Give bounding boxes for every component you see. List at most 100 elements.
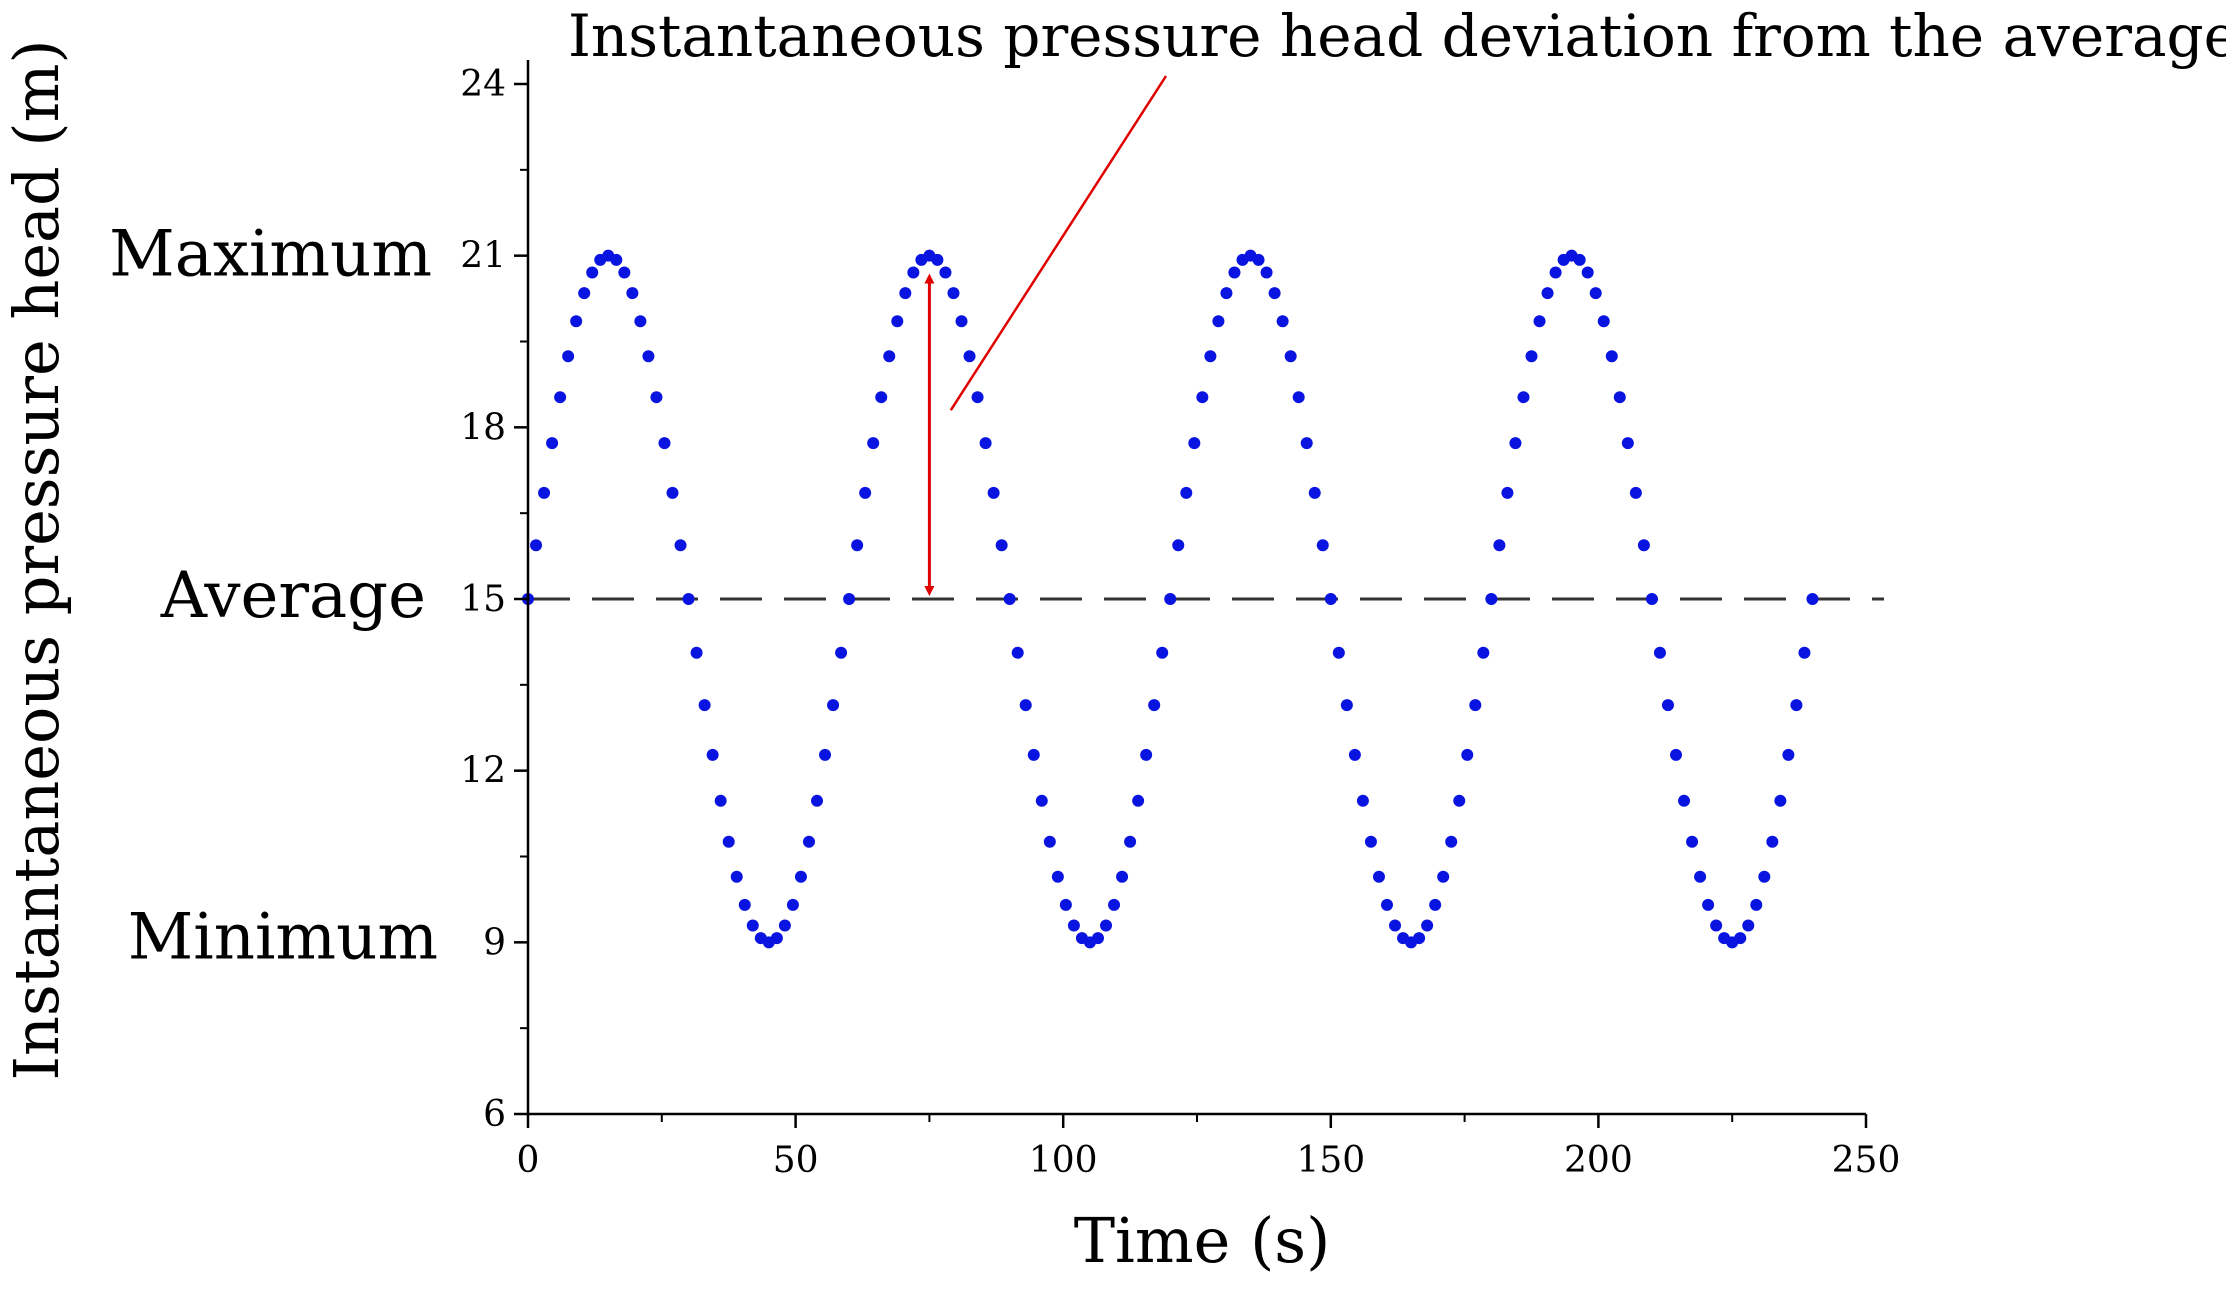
data-point — [1461, 748, 1474, 761]
data-point — [1645, 593, 1658, 605]
data-point — [1798, 646, 1811, 659]
data-point — [1059, 898, 1072, 911]
ticks: 6 9 12 15 18 21 24 0 50 100 150 200 250 — [460, 64, 1900, 1181]
annotations — [924, 75, 1168, 596]
data-point — [1380, 898, 1393, 911]
data-point — [1003, 593, 1016, 605]
y-tick-label: 15 — [460, 579, 506, 620]
data-point — [931, 253, 944, 266]
data-point — [1742, 919, 1755, 932]
data-point — [947, 287, 960, 300]
data-point — [1116, 870, 1129, 883]
data-point — [1453, 794, 1466, 807]
data-point — [1011, 646, 1024, 659]
data-point — [1421, 919, 1434, 932]
data-point — [1525, 350, 1538, 363]
data-point — [1493, 539, 1506, 552]
data-point — [1124, 835, 1137, 848]
data-point — [1172, 539, 1185, 552]
data-point — [995, 539, 1008, 552]
data-point — [1541, 287, 1554, 300]
chart-title: Instantaneous pressure head deviation fr… — [568, 2, 2226, 70]
data-point — [1067, 919, 1080, 932]
pointer-line — [949, 75, 1168, 411]
data-point — [891, 315, 904, 328]
data-point — [1019, 699, 1032, 712]
data-point — [1533, 315, 1546, 328]
data-point — [1108, 898, 1121, 911]
data-point — [1758, 870, 1771, 883]
data-point — [843, 593, 856, 605]
maximum-label: Maximum — [109, 218, 432, 292]
data-point — [963, 350, 976, 363]
data-point — [642, 350, 655, 363]
data-point — [835, 646, 848, 659]
data-point — [666, 486, 679, 499]
data-point — [907, 266, 920, 279]
data-point — [746, 919, 759, 932]
minimum-label: Minimum — [128, 900, 438, 974]
data-point — [1228, 266, 1241, 279]
data-point — [1156, 646, 1169, 659]
x-tick-label: 0 — [517, 1140, 540, 1181]
data-point — [538, 486, 551, 499]
data-point — [1340, 699, 1353, 712]
y-tick-label: 24 — [460, 64, 506, 105]
data-point — [1260, 266, 1273, 279]
data-point — [1164, 593, 1177, 605]
data-point — [1292, 391, 1305, 404]
data-point — [690, 646, 703, 659]
data-point — [1509, 437, 1522, 450]
y-tick-label: 18 — [460, 407, 506, 448]
data-point — [1774, 794, 1787, 807]
data-point — [1766, 835, 1779, 848]
data-point — [1469, 699, 1482, 712]
data-point — [1477, 646, 1490, 659]
data-point — [1252, 253, 1265, 266]
data-point — [1573, 253, 1586, 266]
data-point — [1372, 870, 1385, 883]
axes — [526, 60, 1866, 1116]
data-point — [1276, 315, 1289, 328]
x-tick-label: 200 — [1564, 1140, 1633, 1181]
data-point — [1140, 748, 1153, 761]
data-point — [1517, 391, 1530, 404]
data-point — [1581, 266, 1594, 279]
data-point — [883, 350, 896, 363]
data-point — [851, 539, 864, 552]
data-point — [1790, 699, 1803, 712]
data-point — [578, 287, 591, 300]
data-point — [1597, 315, 1610, 328]
data-point — [1308, 486, 1321, 499]
data-point — [1686, 835, 1699, 848]
data-point — [738, 898, 751, 911]
data-point — [562, 350, 575, 363]
data-point — [1324, 593, 1337, 605]
data-point — [979, 437, 992, 450]
data-point — [586, 266, 599, 279]
data-point — [1196, 391, 1209, 404]
average-label: Average — [160, 559, 426, 633]
data-point — [1501, 486, 1514, 499]
data-point — [1091, 932, 1104, 945]
y-tick-label: 9 — [483, 922, 506, 963]
data-point — [859, 486, 872, 499]
y-tick-label: 6 — [483, 1094, 506, 1135]
data-point — [1806, 593, 1819, 605]
data-point — [1284, 350, 1297, 363]
data-point — [1027, 748, 1040, 761]
data-point — [1613, 391, 1626, 404]
data-point — [1100, 919, 1113, 932]
data-point — [786, 898, 799, 911]
data-point — [1043, 835, 1056, 848]
data-point — [811, 794, 824, 807]
data-point — [1485, 593, 1498, 605]
data-point — [1348, 748, 1361, 761]
data-point — [778, 919, 791, 932]
data-point — [674, 539, 687, 552]
data-point — [1268, 287, 1281, 300]
x-tick-label: 50 — [773, 1140, 819, 1181]
data-point — [1035, 794, 1048, 807]
data-point — [827, 699, 840, 712]
data-point — [819, 748, 832, 761]
